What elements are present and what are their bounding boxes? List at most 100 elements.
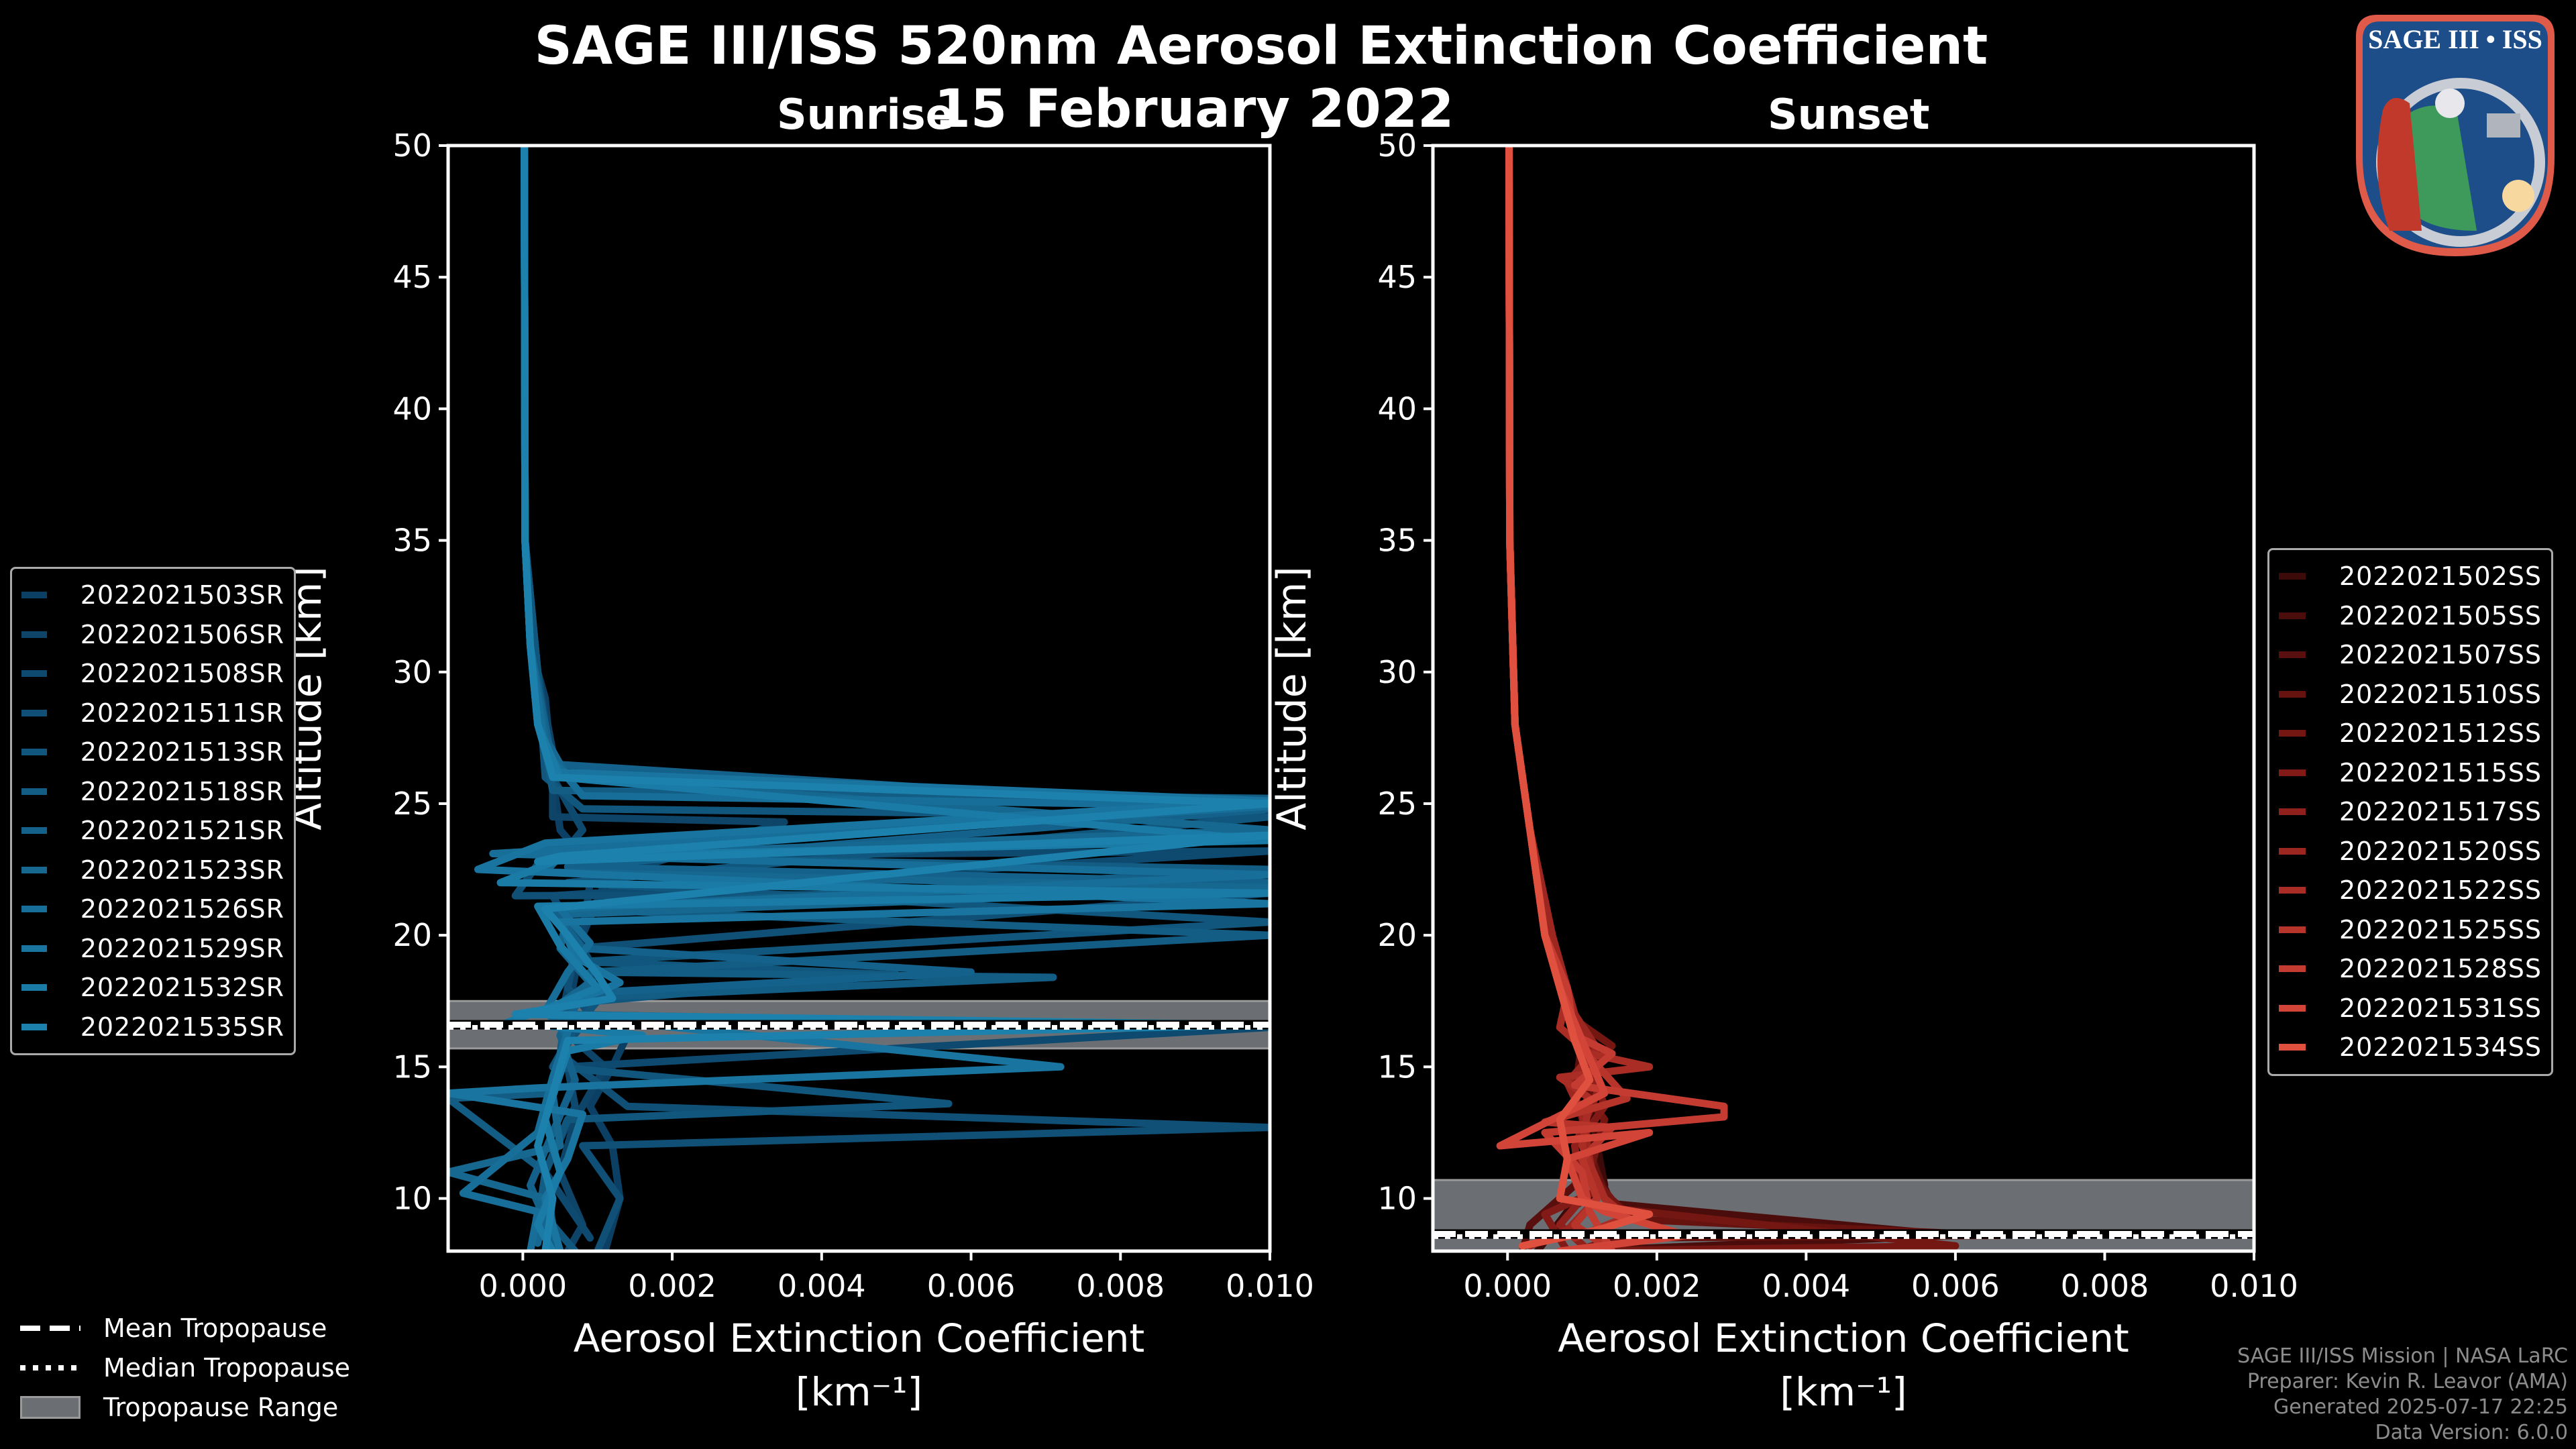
y-tick-label: 25 <box>392 786 432 822</box>
plot-area <box>1433 146 2254 1251</box>
legend-item: 2022021522SS <box>2279 871 2542 910</box>
legend-label: 2022021517SS <box>2339 797 2542 827</box>
legend-swatch-icon <box>21 709 47 716</box>
y-tick-label: 25 <box>1377 786 1417 822</box>
legend-swatch-icon <box>21 631 47 638</box>
legend-label: 2022021531SS <box>2339 993 2542 1023</box>
legend-label: Tropopause Range <box>103 1392 339 1422</box>
plot-frame <box>446 144 1272 1253</box>
x-tick-label: 0.010 <box>1226 1268 1314 1304</box>
y-tick-label: 50 <box>1377 127 1417 164</box>
credits-preparer: Preparer: Kevin R. Leavor (AMA) <box>2247 1370 2568 1393</box>
y-tick-label: 15 <box>392 1049 432 1085</box>
legend-swatch-icon <box>21 749 47 756</box>
y-tick-label: 50 <box>392 127 432 164</box>
y-tick-label: 40 <box>392 390 432 427</box>
x-tick-label: 0.000 <box>479 1268 568 1304</box>
x-tick-label: 0.004 <box>1762 1268 1851 1304</box>
legend-label: 2022021528SS <box>2339 954 2542 984</box>
legend-label: Mean Tropopause <box>103 1313 327 1343</box>
legend-item: 2022021511SR <box>21 694 284 733</box>
legend-label: 2022021503SR <box>80 580 284 610</box>
legend-label: 2022021520SS <box>2339 836 2542 866</box>
chart-date: 15 February 2022 <box>934 79 1454 140</box>
dotted-line-icon <box>20 1364 80 1371</box>
credits-generated: Generated 2025-07-17 22:25 <box>2273 1395 2568 1419</box>
legend-label: 2022021534SS <box>2339 1032 2542 1063</box>
y-tick-label: 40 <box>1377 390 1417 427</box>
plot-area <box>448 146 1270 1251</box>
legend-swatch-icon <box>21 827 47 835</box>
legend-item: 2022021528SS <box>2279 949 2542 989</box>
legend-label: 2022021522SS <box>2339 875 2542 906</box>
legend-label: 2022021525SS <box>2339 914 2542 945</box>
sunrise-plot: 10 15 20 25 30 35 40 45 50 0.000 0.002 0.004 0.006 0.… <box>284 127 1314 1415</box>
legend-item: 2022021523SR <box>21 851 284 890</box>
legend-swatch-icon <box>21 906 47 913</box>
y-tick-label: 35 <box>1377 523 1417 559</box>
legend-label: 2022021529SR <box>80 933 284 963</box>
x-tick-label: 0.002 <box>1613 1268 1701 1304</box>
legend-label: 2022021532SR <box>80 973 284 1003</box>
x-tick-label: 0.010 <box>2210 1268 2298 1304</box>
legend-item: 2022021535SR <box>21 1008 284 1047</box>
legend-label: 2022021523SR <box>80 855 284 885</box>
legend-item: 2022021518SR <box>21 772 284 812</box>
sunset-legend: 2022021502SS 2022021505SS 2022021507SS 2022… <box>2267 548 2553 1076</box>
legend-item: 2022021526SR <box>21 890 284 929</box>
legend-median-tropopause: Median Tropopause <box>20 1348 350 1387</box>
legend-label: 2022021521SR <box>80 816 284 846</box>
legend-label: Median Tropopause <box>103 1352 350 1383</box>
logo-title: SAGE III • ISS <box>2368 24 2542 54</box>
legend-item: 2022021510SS <box>2279 675 2542 714</box>
legend-swatch-icon <box>21 788 47 795</box>
series-line-2022021522SS <box>1505 146 1654 1242</box>
legend-item: 2022021515SS <box>2279 753 2542 793</box>
legend-label: 2022021513SR <box>80 737 284 767</box>
legend-label: 2022021510SS <box>2339 679 2542 709</box>
credits-mission: SAGE III/ISS Mission | NASA LaRC <box>2237 1344 2568 1368</box>
legend-swatch-icon <box>2279 730 2306 737</box>
x-tick-label: 0.006 <box>1911 1268 2000 1304</box>
legend-swatch-icon <box>21 670 47 678</box>
legend-swatch-icon <box>2279 1044 2306 1051</box>
legend-swatch-icon <box>21 945 47 952</box>
legend-label: 2022021506SR <box>80 619 284 649</box>
legend-item: 2022021534SS <box>2279 1028 2542 1067</box>
chart-title: SAGE III/ISS 520nm Aerosol Extinction Co… <box>534 16 1988 76</box>
legend-label: 2022021507SS <box>2339 640 2542 670</box>
sunrise-panel-title: Sunrise <box>777 90 954 139</box>
legend-swatch-icon <box>2279 769 2306 776</box>
range-swatch-icon <box>20 1395 80 1419</box>
sunset-plot: 10 15 20 25 30 35 40 45 50 0.000 0.002 0.004 0.006 0.… <box>1269 127 2298 1415</box>
legend-label: 2022021526SR <box>80 894 284 924</box>
x-tick-label: 0.000 <box>1463 1268 1552 1304</box>
legend-swatch-icon <box>2279 965 2306 973</box>
legend-swatch-icon <box>2279 847 2306 855</box>
y-tick-label: 10 <box>1377 1181 1417 1217</box>
sun-icon <box>2502 180 2534 212</box>
sage-iss-mission-logo: SAGE III • ISS <box>2356 15 2555 256</box>
x-tick-label: 0.008 <box>1076 1268 1165 1304</box>
legend-swatch-icon <box>2279 612 2306 619</box>
legend-swatch-icon <box>2279 926 2306 933</box>
credits-block: SAGE III/ISS Mission | NASA LaRC Prepare… <box>2237 1344 2568 1446</box>
x-tick-label: 0.002 <box>628 1268 716 1304</box>
legend-swatch-icon <box>2279 1004 2306 1012</box>
wizard-icon <box>2377 98 2422 231</box>
y-axis-label: Altitude [km] <box>1269 566 1316 830</box>
legend-tropopause-range: Tropopause Range <box>20 1387 350 1427</box>
legend-swatch-icon <box>21 984 47 991</box>
legend-swatch-icon <box>2279 651 2306 659</box>
legend-swatch-icon <box>21 866 47 873</box>
legend-swatch-icon <box>2279 690 2306 698</box>
y-tick-label: 30 <box>392 654 432 690</box>
sunset-panel-title: Sunset <box>1768 90 1930 139</box>
legend-item: 2022021506SR <box>21 615 284 655</box>
sunrise-legend: 2022021503SR 2022021506SR 2022021508SR 2022… <box>10 567 296 1055</box>
x-axis-label: Aerosol Extinction Coefficient <box>574 1316 1145 1361</box>
legend-swatch-icon <box>21 592 47 599</box>
legend-item: 2022021532SR <box>21 968 284 1008</box>
dashed-line-icon <box>20 1325 80 1331</box>
